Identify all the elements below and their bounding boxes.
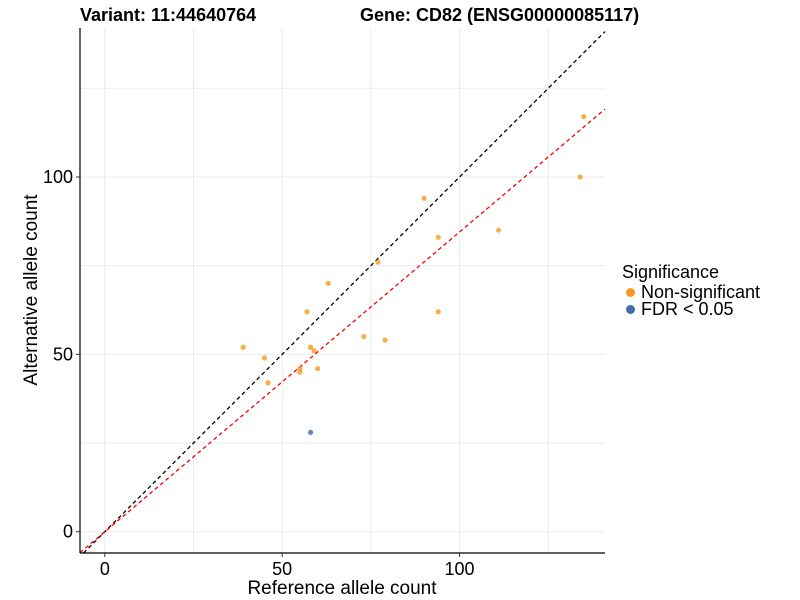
data-point <box>495 227 502 233</box>
legend-dot-icon <box>626 288 635 297</box>
data-point <box>307 344 314 350</box>
gene-title: Gene: CD82 (ENSG00000085117) <box>360 5 640 25</box>
identity-reference-line <box>83 31 606 554</box>
legend-label: Non-significant <box>641 282 761 302</box>
y-axis-title: Alternative allele count <box>21 194 42 386</box>
data-point <box>240 344 246 350</box>
data-point <box>581 114 587 120</box>
legend-label: FDR < 0.05 <box>641 299 734 319</box>
data-point <box>261 355 268 361</box>
legend: Significance Non-significant FDR < 0.05 <box>622 262 760 318</box>
fitted-reference-line <box>79 108 606 554</box>
variant-title: Variant: 11:44640764 <box>80 5 257 25</box>
data-point <box>304 309 310 315</box>
data-point <box>375 259 381 265</box>
data-point <box>297 365 303 372</box>
reference-lines <box>79 31 606 554</box>
data-point <box>435 234 441 240</box>
data-point <box>315 365 321 372</box>
x-tick-label: 0 <box>100 559 110 579</box>
axes: 0 50 100 0 50 100 <box>43 28 605 579</box>
grid-lines <box>80 28 605 553</box>
y-tick-label: 100 <box>43 167 73 187</box>
y-tick-label: 0 <box>63 522 73 542</box>
data-point <box>435 309 441 315</box>
data-point <box>361 334 367 340</box>
data-points <box>240 114 587 435</box>
x-tick-label: 50 <box>272 559 292 579</box>
y-tick-label: 50 <box>53 344 73 364</box>
data-point <box>307 429 314 435</box>
data-point <box>311 348 317 354</box>
x-axis-title: Reference allele count <box>247 578 437 599</box>
legend-title: Significance <box>622 262 720 282</box>
legend-item-non-significant: Non-significant <box>622 282 761 302</box>
x-tick-label: 100 <box>445 559 475 579</box>
data-point <box>577 174 583 180</box>
data-point <box>382 337 388 343</box>
legend-item-fdr: FDR < 0.05 <box>622 299 760 319</box>
data-point <box>325 280 331 287</box>
data-point <box>265 380 271 386</box>
legend-dot-icon <box>626 305 635 314</box>
data-point <box>421 195 427 201</box>
